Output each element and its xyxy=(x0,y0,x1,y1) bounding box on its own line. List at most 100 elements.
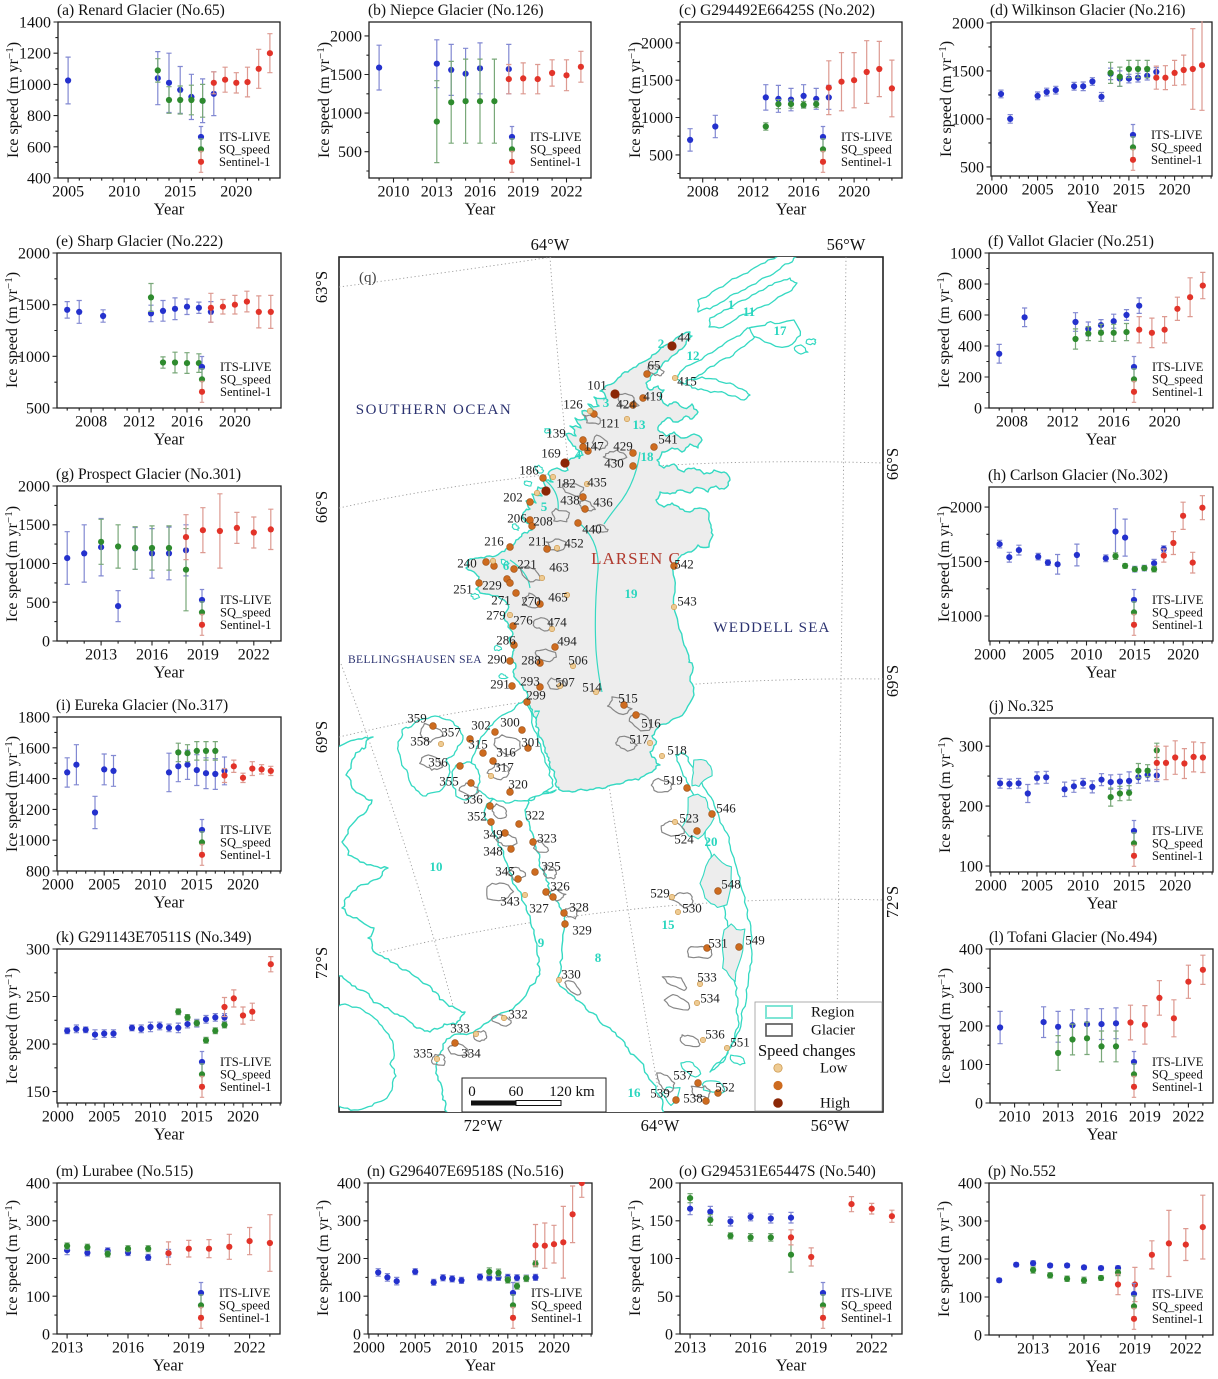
svg-text:High: High xyxy=(820,1096,851,1112)
svg-text:400: 400 xyxy=(958,339,982,356)
svg-text:64°W: 64°W xyxy=(531,235,570,254)
svg-text:2022: 2022 xyxy=(1170,1341,1202,1358)
svg-text:2022: 2022 xyxy=(1172,1109,1204,1126)
svg-text:1200: 1200 xyxy=(18,802,50,819)
svg-text:Sentinel-1: Sentinel-1 xyxy=(1152,1312,1203,1326)
svg-text:2010: 2010 xyxy=(1071,647,1103,664)
svg-text:Ice speed (m yr−1): Ice speed (m yr−1) xyxy=(3,272,21,388)
svg-text:2022: 2022 xyxy=(856,1340,888,1357)
svg-text:546: 546 xyxy=(716,801,736,816)
svg-text:251: 251 xyxy=(453,582,473,597)
svg-text:516: 516 xyxy=(641,716,661,731)
svg-text:Year: Year xyxy=(153,1356,184,1375)
svg-text:Ice speed (m yr−1): Ice speed (m yr−1) xyxy=(626,42,644,158)
svg-text:Ice speed (m yr−1): Ice speed (m yr−1) xyxy=(935,506,953,622)
svg-text:50: 50 xyxy=(657,1289,673,1306)
svg-text:Glacier: Glacier xyxy=(811,1023,855,1039)
svg-text:Year: Year xyxy=(465,1356,496,1375)
svg-text:Year: Year xyxy=(1086,430,1117,449)
svg-text:2008: 2008 xyxy=(687,184,719,201)
svg-text:290: 290 xyxy=(487,652,507,667)
svg-text:0: 0 xyxy=(468,1084,476,1100)
svg-text:345: 345 xyxy=(495,864,515,879)
svg-text:320: 320 xyxy=(508,777,528,792)
svg-text:Ice speed (m yr−1): Ice speed (m yr−1) xyxy=(936,968,954,1084)
svg-text:1500: 1500 xyxy=(18,297,50,314)
svg-text:ITS-LIVE: ITS-LIVE xyxy=(1152,1055,1204,1069)
svg-text:2016: 2016 xyxy=(136,647,168,664)
svg-text:SQ_speed: SQ_speed xyxy=(219,143,270,157)
svg-text:Ice speed (m yr−1): Ice speed (m yr−1) xyxy=(3,968,21,1084)
svg-text:2000: 2000 xyxy=(18,246,50,263)
svg-text:12: 12 xyxy=(687,348,700,363)
svg-text:316: 316 xyxy=(496,745,516,760)
svg-text:150: 150 xyxy=(649,1213,673,1230)
svg-text:202: 202 xyxy=(503,490,523,505)
svg-text:1500: 1500 xyxy=(950,554,982,571)
svg-text:72°W: 72°W xyxy=(464,1116,503,1135)
svg-text:2020: 2020 xyxy=(1159,878,1191,895)
svg-text:Sentinel-1: Sentinel-1 xyxy=(219,1311,270,1325)
svg-text:120 km: 120 km xyxy=(549,1084,595,1100)
svg-text:Year: Year xyxy=(154,430,185,449)
svg-text:2000: 2000 xyxy=(974,647,1006,664)
svg-text:0: 0 xyxy=(665,1327,673,1344)
svg-text:BELLINGSHAUSEN SEA: BELLINGSHAUSEN SEA xyxy=(348,654,482,666)
svg-text:Sentinel-1: Sentinel-1 xyxy=(220,618,271,632)
svg-text:1000: 1000 xyxy=(950,609,982,626)
svg-text:5: 5 xyxy=(541,499,548,514)
svg-text:SQ_speed: SQ_speed xyxy=(1152,1300,1203,1314)
svg-text:Sentinel-1: Sentinel-1 xyxy=(531,1311,582,1325)
svg-text:66°S: 66°S xyxy=(883,448,902,480)
svg-text:Ice speed (m yr−1): Ice speed (m yr−1) xyxy=(3,1200,21,1316)
svg-text:2005: 2005 xyxy=(52,184,84,201)
svg-text:72°S: 72°S xyxy=(883,886,902,918)
svg-text:2: 2 xyxy=(658,336,665,351)
svg-text:44: 44 xyxy=(678,330,692,345)
svg-text:2015: 2015 xyxy=(1113,182,1145,199)
svg-text:288: 288 xyxy=(521,653,541,668)
svg-text:(m) Lurabee (No.515): (m) Lurabee (No.515) xyxy=(56,1163,193,1180)
svg-text:ITS-LIVE: ITS-LIVE xyxy=(219,1286,271,1300)
svg-text:4: 4 xyxy=(575,447,582,462)
svg-text:ITS-LIVE: ITS-LIVE xyxy=(219,130,271,144)
svg-text:2015: 2015 xyxy=(164,184,196,201)
svg-text:2015: 2015 xyxy=(181,877,213,894)
svg-text:300: 300 xyxy=(337,1213,361,1230)
svg-text:2019: 2019 xyxy=(507,184,539,201)
svg-text:2013: 2013 xyxy=(1017,1341,1049,1358)
svg-text:7: 7 xyxy=(534,707,541,722)
svg-text:Ice speed (m yr−1): Ice speed (m yr−1) xyxy=(626,1200,644,1316)
svg-text:SQ_speed: SQ_speed xyxy=(1152,837,1203,851)
svg-text:18: 18 xyxy=(641,449,655,464)
svg-text:2005: 2005 xyxy=(88,877,120,894)
svg-text:2020: 2020 xyxy=(538,1340,570,1357)
svg-text:440: 440 xyxy=(582,522,602,537)
svg-text:182: 182 xyxy=(556,476,576,491)
svg-text:1000: 1000 xyxy=(18,833,50,850)
svg-text:208: 208 xyxy=(533,514,553,529)
svg-text:Ice speed (m yr−1): Ice speed (m yr−1) xyxy=(314,1200,332,1316)
svg-text:474: 474 xyxy=(547,615,567,630)
svg-text:523: 523 xyxy=(679,811,699,826)
svg-text:Speed changes: Speed changes xyxy=(758,1041,856,1060)
svg-text:400: 400 xyxy=(959,942,983,959)
svg-text:Sentinel-1: Sentinel-1 xyxy=(841,1311,892,1325)
svg-text:2020: 2020 xyxy=(1167,647,1199,664)
svg-text:Year: Year xyxy=(465,200,496,219)
svg-text:69°S: 69°S xyxy=(312,721,331,753)
svg-text:139: 139 xyxy=(546,426,566,441)
svg-text:Sentinel-1: Sentinel-1 xyxy=(1151,153,1202,167)
svg-text:529: 529 xyxy=(650,886,670,901)
svg-text:2019: 2019 xyxy=(795,1340,827,1357)
svg-text:1000: 1000 xyxy=(330,106,362,123)
svg-text:SQ_speed: SQ_speed xyxy=(1152,1068,1203,1082)
svg-text:Low: Low xyxy=(820,1061,848,1077)
svg-text:(a) Renard Glacier (No.65): (a) Renard Glacier (No.65) xyxy=(57,2,225,19)
svg-text:519: 519 xyxy=(663,773,683,788)
svg-text:531: 531 xyxy=(708,936,728,951)
svg-text:400: 400 xyxy=(337,1176,361,1193)
svg-text:13: 13 xyxy=(633,417,647,432)
svg-text:1000: 1000 xyxy=(18,349,50,366)
svg-text:SQ_speed: SQ_speed xyxy=(219,1299,270,1313)
